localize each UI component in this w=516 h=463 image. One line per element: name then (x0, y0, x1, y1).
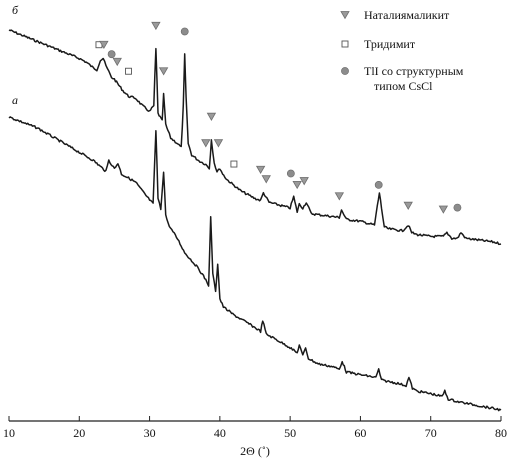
nataliyamalikite-marker (334, 192, 345, 201)
series-line-b (8, 29, 502, 246)
nataliyamalikite-marker (438, 205, 449, 214)
nataliyamalikite-marker (213, 139, 224, 148)
nataliyamalikite-marker (403, 201, 413, 211)
x-tick-label-70: 70 (425, 426, 437, 440)
curve-labels: ба (12, 3, 19, 107)
legend-label-2-line-0: TlI со структурным (364, 64, 464, 78)
curve-label-a: а (12, 93, 18, 107)
x-tick-label-40: 40 (214, 426, 226, 440)
legend-square-icon (341, 40, 349, 48)
nataliyamalikite-marker (292, 180, 302, 190)
x-tick-label-50: 50 (284, 426, 296, 440)
tli-cscl-marker (453, 203, 462, 212)
tridymite-marker (125, 67, 132, 75)
legend: Наталиямаликит Тридимит TlI со структурным… (340, 8, 464, 93)
tli-cscl-marker (286, 169, 295, 178)
series-line-a (8, 116, 502, 412)
legend-label-1: Тридимит (364, 37, 416, 51)
x-tick-label-20: 20 (73, 426, 85, 440)
nataliyamalikite-marker (99, 40, 109, 50)
legend-circle-icon (341, 67, 349, 75)
phase-markers-layer (95, 21, 462, 214)
x-axis: 10 20 30 40 50 60 70 80 (3, 416, 507, 440)
legend-label-2-line-1: типом CsCl (374, 79, 433, 93)
nataliyamalikite-marker (255, 165, 266, 175)
x-axis-title: 2Θ (˚) (240, 444, 270, 458)
legend-triangle-icon (340, 11, 350, 20)
legend-label-0: Наталиямаликит (364, 8, 450, 22)
nataliyamalikite-marker (112, 57, 122, 67)
tli-cscl-marker (180, 27, 189, 36)
x-tick-label-60: 60 (354, 426, 366, 440)
tli-cscl-marker (374, 180, 383, 189)
tridymite-marker (230, 160, 238, 168)
nataliyamalikite-marker (201, 139, 211, 148)
nataliyamalikite-marker (151, 21, 161, 31)
curves-layer (8, 29, 502, 412)
nataliyamalikite-marker (261, 175, 271, 184)
x-tick-label-30: 30 (144, 426, 156, 440)
x-ticks: 10 20 30 40 50 60 70 80 (3, 416, 507, 440)
tli-cscl-marker (107, 50, 116, 59)
nataliyamalikite-marker (158, 67, 169, 76)
x-tick-label-10: 10 (3, 426, 15, 440)
nataliyamalikite-marker (299, 177, 309, 186)
x-tick-label-80: 80 (495, 426, 507, 440)
nataliyamalikite-marker (206, 112, 217, 121)
curve-label-b: б (12, 3, 19, 17)
